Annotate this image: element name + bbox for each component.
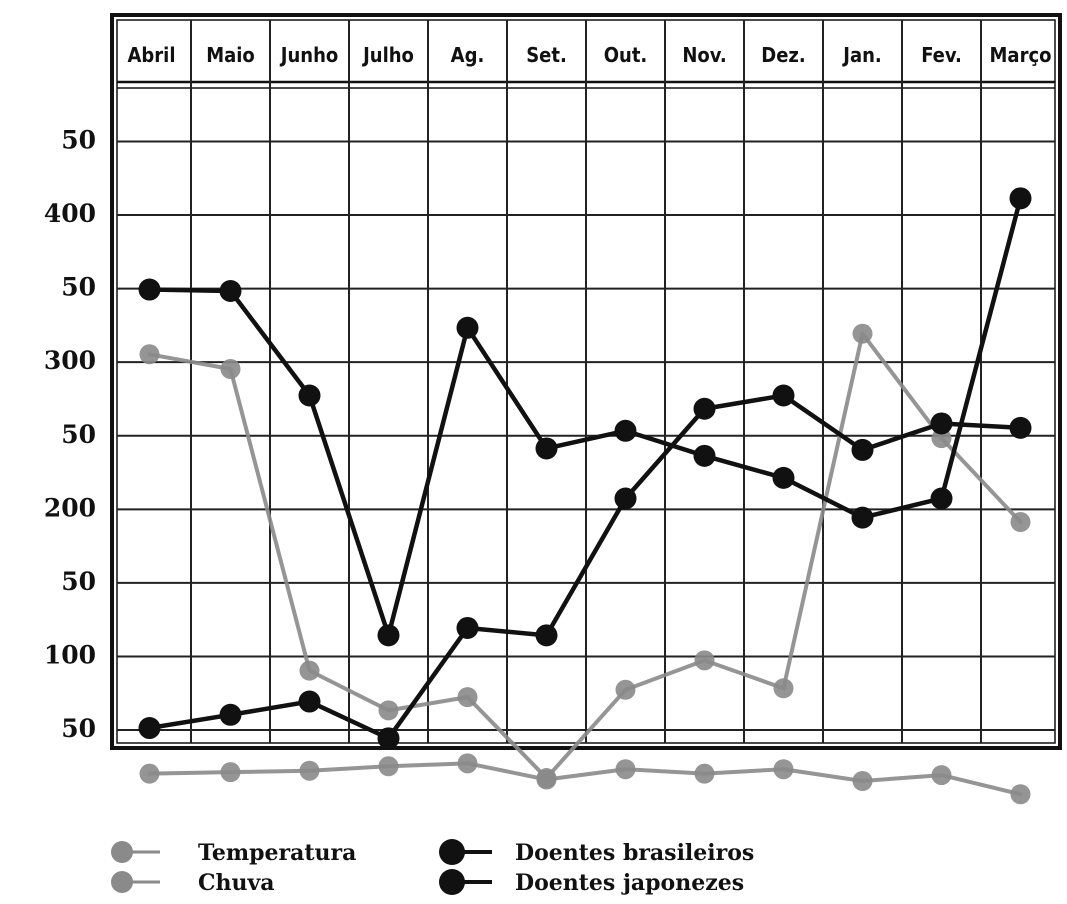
month-label: Ag. (451, 43, 485, 67)
y-tick-label: 200 (44, 493, 96, 522)
legend: Temperatura Chuva Doentes brasileiros Doent… (111, 839, 754, 896)
data-point (694, 763, 715, 784)
series-line (147, 331, 1023, 781)
series-line (147, 393, 1023, 741)
data-point (614, 419, 637, 442)
month-label: Set. (526, 43, 567, 67)
data-point (457, 753, 478, 774)
data-point (693, 444, 716, 467)
series-doentes-brasileiros (138, 384, 1032, 750)
series-line (147, 196, 1023, 638)
data-point (298, 384, 321, 407)
month-label: Maio (206, 43, 255, 67)
y-tick-label: 50 (61, 273, 96, 302)
y-axis: 50 100 50 200 50 300 50 400 50 (44, 125, 96, 743)
data-point (1009, 187, 1032, 210)
data-point (298, 690, 321, 713)
legend-marker (111, 841, 133, 863)
data-point (456, 616, 479, 639)
data-point (220, 762, 241, 783)
data-point (930, 412, 953, 435)
series-lines (138, 187, 1032, 805)
legend-item: Chuva (111, 870, 275, 896)
month-label: Jan. (842, 43, 881, 67)
data-point (693, 397, 716, 420)
legend-label: Doentes brasileiros (515, 840, 754, 866)
data-point (615, 679, 636, 700)
data-point (220, 359, 241, 380)
series-doentes-japonezes (138, 187, 1032, 647)
grid (110, 13, 1062, 750)
month-label: Junho (280, 43, 339, 67)
data-point (377, 727, 400, 750)
data-point (773, 678, 794, 699)
data-point (614, 487, 637, 510)
month-label: Out. (604, 43, 648, 67)
month-label: Dez. (761, 43, 805, 67)
legend-marker (439, 869, 465, 895)
month-label: Fev. (921, 43, 962, 67)
data-point (535, 624, 558, 647)
data-point (456, 316, 479, 339)
data-point (772, 384, 795, 407)
data-point (457, 687, 478, 708)
legend-marker (439, 839, 465, 865)
y-tick-label: 50 (61, 125, 96, 154)
data-point (615, 759, 636, 780)
data-point (139, 763, 160, 784)
data-point (535, 437, 558, 460)
data-point (851, 438, 874, 461)
data-point (1010, 512, 1031, 533)
data-point (1010, 784, 1031, 805)
legend-item: Doentes japonezes (439, 869, 744, 896)
data-point (219, 703, 242, 726)
data-point (772, 466, 795, 489)
y-tick-label: 400 (44, 199, 96, 228)
data-point (930, 487, 953, 510)
data-point (138, 717, 161, 740)
month-label: Nov. (682, 43, 726, 67)
data-point (378, 700, 399, 721)
legend-label: Chuva (198, 870, 275, 896)
series-line (147, 761, 1023, 797)
y-tick-label: 50 (61, 567, 96, 596)
data-point (852, 323, 873, 344)
data-point (773, 759, 794, 780)
data-point (377, 624, 400, 647)
legend-item: Doentes brasileiros (439, 839, 754, 866)
data-point (139, 344, 160, 365)
data-point (931, 765, 952, 786)
data-point (299, 660, 320, 681)
series-temperatura (139, 753, 1031, 805)
data-point (694, 650, 715, 671)
legend-label: Temperatura (198, 840, 356, 866)
y-tick-label: 300 (44, 346, 96, 375)
y-tick-label: 50 (61, 420, 96, 449)
legend-label: Doentes japonezes (515, 870, 744, 896)
month-label: Julho (362, 43, 414, 67)
data-point (851, 506, 874, 529)
month-header: Abril Maio Junho Julho Ag. Set. Out. Nov. Dez. Ja… (127, 43, 1051, 67)
data-point (299, 760, 320, 781)
month-label: Março (990, 43, 1052, 67)
data-point (378, 756, 399, 777)
data-point (536, 768, 557, 789)
y-tick-label: 100 (44, 640, 96, 669)
legend-marker (111, 871, 133, 893)
data-point (138, 278, 161, 301)
legend-item: Temperatura (111, 840, 356, 866)
chart-frame (110, 13, 1062, 750)
y-tick-label: 50 (61, 714, 96, 743)
month-label: Abril (127, 43, 175, 67)
data-point (219, 280, 242, 303)
data-point (852, 771, 873, 792)
data-point (1009, 416, 1032, 439)
